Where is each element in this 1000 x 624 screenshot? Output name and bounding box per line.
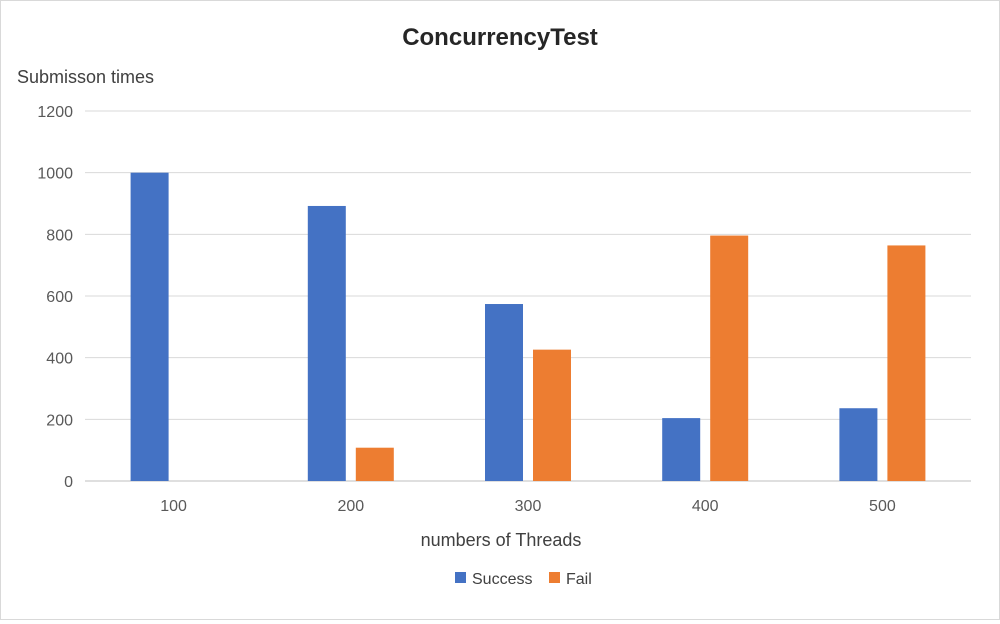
- y-axis-ticks: 0 200 400 600 800 1000 1200: [37, 104, 73, 491]
- y-tick-label: 800: [46, 227, 73, 244]
- bar-fail-200: [355, 447, 394, 481]
- y-axis-title: Submisson times: [17, 67, 154, 87]
- y-tick-label: 1200: [37, 104, 73, 121]
- y-tick-label: 600: [46, 289, 73, 306]
- bar-fail-400: [710, 235, 749, 481]
- y-tick-label: 400: [46, 351, 73, 368]
- x-tick-label: 300: [515, 498, 542, 515]
- legend-label-success: Success: [472, 571, 532, 588]
- legend-swatch-fail: [549, 572, 560, 583]
- bars: [130, 172, 926, 481]
- bar-fail-500: [887, 245, 926, 481]
- bar-success-200: [307, 205, 346, 481]
- y-tick-label: 1000: [37, 166, 73, 183]
- x-tick-label: 400: [692, 498, 719, 515]
- y-tick-label: 0: [64, 474, 73, 491]
- bar-success-500: [839, 408, 878, 481]
- bar-success-100: [130, 172, 169, 481]
- x-tick-label: 100: [160, 498, 187, 515]
- bar-fail-300: [533, 349, 571, 481]
- legend-swatch-success: [455, 572, 466, 583]
- gridlines: [85, 110, 971, 482]
- x-tick-label: 500: [869, 498, 896, 515]
- bar-success-400: [662, 418, 701, 481]
- bar-success-300: [485, 304, 523, 481]
- y-tick-label: 200: [46, 412, 73, 429]
- legend: Success Fail: [455, 571, 592, 588]
- x-tick-label: 200: [337, 498, 364, 515]
- legend-label-fail: Fail: [566, 571, 592, 588]
- x-axis-title: numbers of Threads: [421, 530, 582, 550]
- x-axis-ticks: 100 200 300 400 500: [160, 498, 896, 515]
- chart-title: ConcurrencyTest: [402, 24, 598, 51]
